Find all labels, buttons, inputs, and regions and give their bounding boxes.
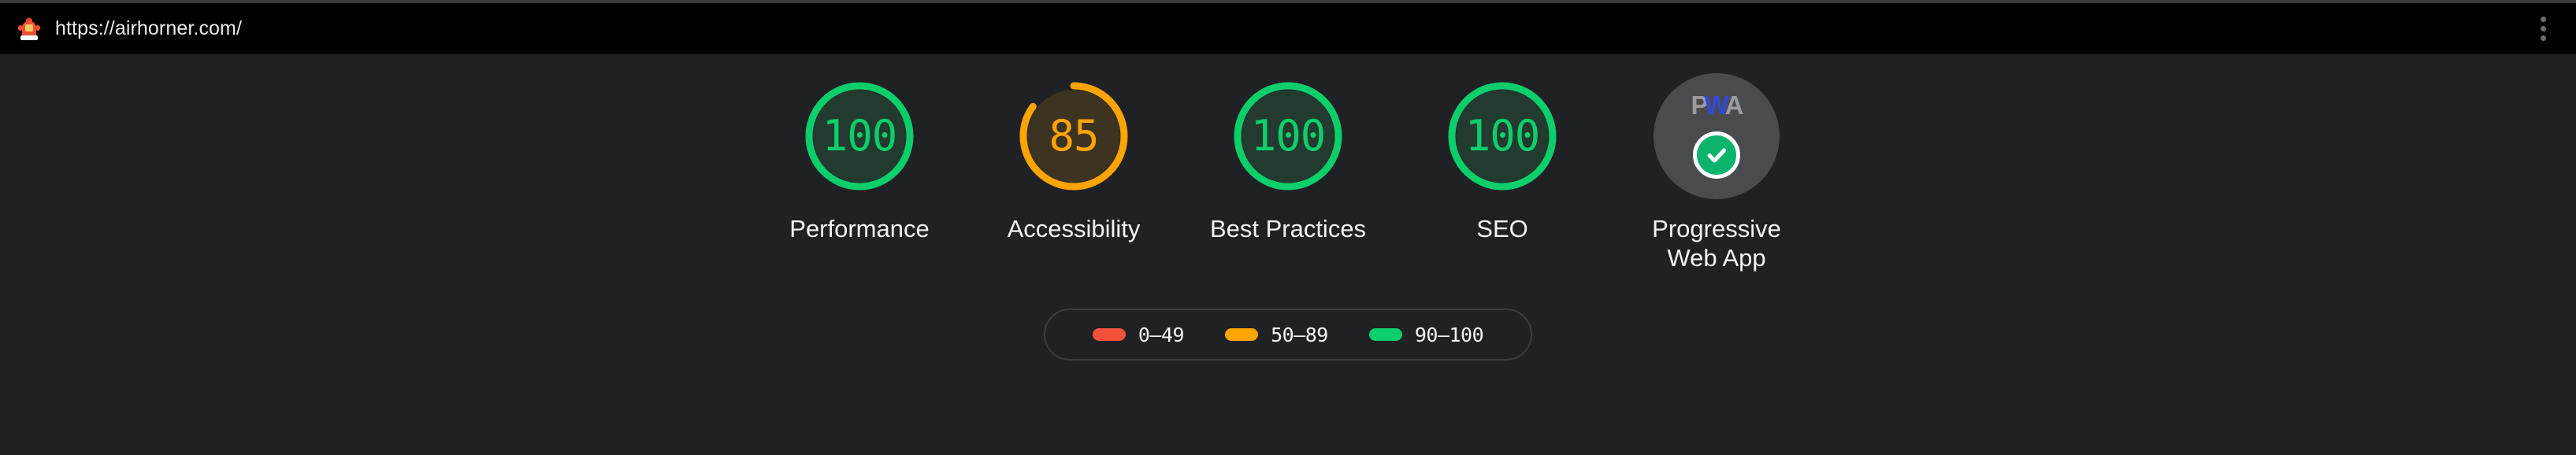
gauge-progressive-web-app[interactable]: P W A Progressive Web App xyxy=(1609,73,1824,272)
lighthouse-report: 100 Performance 85 Accessibility 100 Best Pra… xyxy=(0,54,2576,455)
gauge-ring: 85 xyxy=(1011,73,1137,199)
gauge-score-value: 100 xyxy=(822,111,898,161)
gauge-category-label: Accessibility xyxy=(1007,215,1141,242)
legend-range-label: 50–89 xyxy=(1271,323,1328,346)
gauge-ring: 100 xyxy=(1439,73,1565,199)
gauge-ring: 100 xyxy=(1225,73,1351,199)
gauge-category-label: Performance xyxy=(789,215,930,242)
score-legend: 0–49 50–89 90–100 xyxy=(1043,309,1533,361)
gauge-seo[interactable]: 100 SEO xyxy=(1395,73,1609,244)
window-titlebar-strip xyxy=(0,0,2576,3)
legend-color-pill xyxy=(1368,328,1402,342)
gauge-ring: 100 xyxy=(796,73,922,199)
url-text[interactable]: https://airhorner.com/ xyxy=(55,17,243,39)
pwa-logo-p: P xyxy=(1691,91,1708,120)
legend-range-label: 90–100 xyxy=(1414,323,1484,346)
gauge-score-value: 85 xyxy=(1049,111,1099,161)
more-vertical-icon[interactable] xyxy=(2527,11,2559,47)
fire-hydrant-icon xyxy=(17,17,41,41)
gauge-category-label: SEO xyxy=(1476,215,1528,242)
gauge-accessibility[interactable]: 85 Accessibility xyxy=(967,73,1181,244)
legend-item: 90–100 xyxy=(1368,323,1484,346)
legend-item: 50–89 xyxy=(1225,324,1328,346)
check-circle-icon xyxy=(1693,131,1740,179)
gauge-category-label: Progressive Web App xyxy=(1652,215,1781,272)
legend-item: 0–49 xyxy=(1092,323,1185,346)
pwa-logo-w: W xyxy=(1704,91,1729,120)
pwa-logo-a: A xyxy=(1724,91,1744,120)
legend-range-label: 0–49 xyxy=(1138,323,1185,346)
score-gauges-row: 100 Performance 85 Accessibility 100 Best Pra… xyxy=(752,73,1824,272)
gauge-best-practices[interactable]: 100 Best Practices xyxy=(1181,73,1395,244)
browser-url-bar: https://airhorner.com/ xyxy=(0,3,2576,54)
gauge-score-value: 100 xyxy=(1250,111,1327,161)
gauge-performance[interactable]: 100 Performance xyxy=(752,73,967,244)
legend-color-pill xyxy=(1092,328,1126,342)
legend-color-pill xyxy=(1225,328,1259,342)
gauge-category-label: Best Practices xyxy=(1209,215,1367,242)
gauge-score-value: 100 xyxy=(1464,111,1541,161)
